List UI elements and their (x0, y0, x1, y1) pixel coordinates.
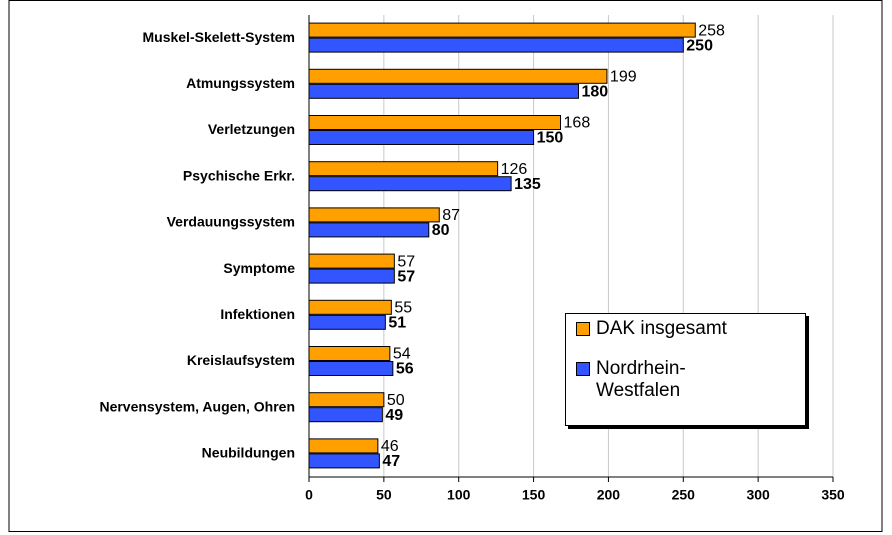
data-label: 54 (393, 346, 411, 363)
bar (308, 83, 579, 99)
y-tick-label: Neubildungen (202, 445, 295, 461)
y-tick-label: Verdauungssystem (167, 214, 295, 230)
bar (308, 222, 430, 238)
data-label: 168 (564, 115, 591, 132)
data-label: 250 (686, 37, 713, 54)
bar (308, 314, 386, 330)
bar (308, 115, 562, 130)
bar (308, 37, 684, 53)
legend-label: Nordrhein-Westfalen (596, 358, 686, 401)
y-tick-label: Atmungssystem (186, 75, 295, 91)
bar (308, 407, 383, 423)
x-tick-label: 100 (447, 487, 471, 503)
data-label: 46 (381, 438, 399, 455)
x-tick-label: 50 (376, 487, 392, 503)
legend-swatch (576, 322, 590, 336)
bar (308, 361, 394, 376)
y-tick-label: Muskel-Skelett-System (142, 29, 295, 45)
bar (308, 346, 391, 361)
y-tick-label: Infektionen (220, 306, 295, 322)
bar (308, 207, 440, 223)
y-tick-label: Kreislaufsystem (187, 352, 295, 368)
x-tick-label: 0 (305, 487, 313, 503)
data-label: 87 (442, 207, 460, 224)
bar (308, 130, 535, 145)
data-label: 55 (394, 300, 412, 317)
bar (308, 161, 499, 177)
y-tick-label: Symptome (223, 260, 295, 276)
data-label: 49 (385, 407, 403, 424)
data-label: 150 (537, 130, 564, 147)
legend-item: DAK insgesamt (576, 318, 766, 340)
bar (308, 299, 392, 315)
data-label: 126 (501, 161, 528, 178)
data-label: 50 (387, 392, 405, 409)
data-label: 56 (396, 361, 414, 378)
data-label: 47 (382, 453, 400, 470)
bar (308, 438, 379, 454)
bar (308, 22, 696, 38)
y-tick-label: Nervensystem, Augen, Ohren (99, 398, 295, 414)
y-tick-label: Psychische Erkr. (183, 167, 295, 183)
data-label: 80 (432, 222, 450, 239)
bar (308, 268, 395, 284)
y-tick-label: Verletzungen (208, 121, 295, 137)
x-tick-label: 300 (746, 487, 770, 503)
bar (308, 453, 380, 469)
data-label: 51 (388, 315, 406, 332)
data-label: 180 (581, 84, 608, 101)
data-label: 199 (610, 69, 637, 86)
legend-item: Nordrhein-Westfalen (576, 358, 706, 402)
legend-label: DAK insgesamt (596, 318, 727, 339)
x-tick-label: 250 (672, 487, 696, 503)
data-label: 57 (397, 268, 415, 285)
frame (8, 0, 883, 532)
x-tick-label: 200 (597, 487, 621, 503)
data-label: 258 (698, 22, 725, 39)
x-tick-label: 150 (522, 487, 546, 503)
bar (308, 68, 608, 84)
bar (308, 392, 385, 408)
legend-swatch (576, 362, 590, 376)
bar (308, 176, 512, 192)
data-label: 57 (397, 253, 415, 270)
legend: DAK insgesamt Nordrhein-Westfalen (565, 313, 806, 426)
bar (308, 253, 395, 269)
x-tick-label: 350 (821, 487, 845, 503)
data-label: 135 (514, 176, 541, 193)
